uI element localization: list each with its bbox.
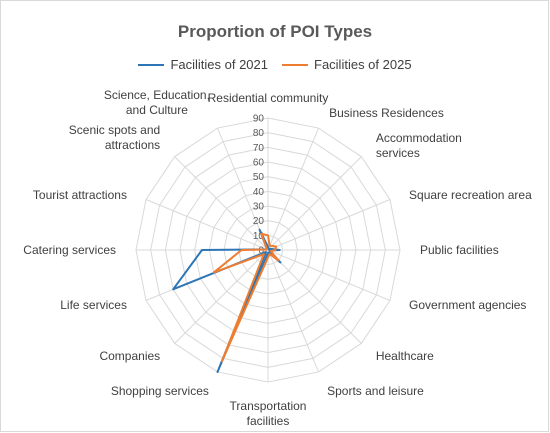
category-label: Public facilities xyxy=(420,243,499,257)
legend-item-2025: Facilities of 2025 xyxy=(282,57,412,72)
tick-label: 80 xyxy=(253,128,265,139)
grid-spoke xyxy=(267,249,362,344)
legend-label-2021: Facilities of 2021 xyxy=(170,57,268,72)
tick-label: 20 xyxy=(253,216,265,227)
grid-spoke xyxy=(267,249,319,373)
legend: Facilities of 2021 Facilities of 2025 xyxy=(0,57,550,72)
grid-spoke xyxy=(267,199,391,251)
tick-label: 50 xyxy=(253,172,265,183)
tick-label: 40 xyxy=(253,187,265,198)
legend-swatch-2021 xyxy=(138,63,165,66)
tick-label: 70 xyxy=(253,143,265,154)
grid-spoke xyxy=(174,156,269,251)
grid-spoke xyxy=(145,199,269,251)
legend-swatch-2025 xyxy=(282,63,308,66)
category-label: Science, Education, and Culture xyxy=(104,88,210,117)
grid-spoke xyxy=(174,249,269,344)
grid-spoke xyxy=(267,127,319,251)
category-label: Healthcare xyxy=(376,349,434,363)
tick-label: 60 xyxy=(253,158,265,169)
category-label: Tourist attractions xyxy=(33,188,127,202)
tick-label: 90 xyxy=(253,114,265,125)
category-label: Government agencies xyxy=(409,298,526,312)
grid-spoke xyxy=(267,249,391,301)
legend-item-2021: Facilities of 2021 xyxy=(138,57,268,72)
series-line-1 xyxy=(212,232,280,363)
tick-label: 10 xyxy=(253,231,265,242)
category-label: Transportation facilities xyxy=(230,399,307,428)
category-label: Residential community xyxy=(208,91,329,105)
category-label: Shopping services xyxy=(111,384,209,398)
category-label: Business Residences xyxy=(329,106,444,120)
tick-label: 30 xyxy=(253,202,265,213)
legend-label-2025: Facilities of 2025 xyxy=(314,57,412,72)
tick-label: 0 xyxy=(258,246,264,257)
chart-title: Proportion of POI Types xyxy=(177,22,373,41)
grid-spoke xyxy=(267,156,362,251)
category-label: Catering services xyxy=(23,243,116,257)
category-label: Accommodation services xyxy=(376,131,462,160)
category-label: Square recreation area xyxy=(409,188,532,202)
category-label: Sports and leisure xyxy=(327,384,424,398)
category-label: Scenic spots and attractions xyxy=(69,123,160,152)
category-label: Companies xyxy=(99,349,160,363)
category-label: Life services xyxy=(60,298,127,312)
